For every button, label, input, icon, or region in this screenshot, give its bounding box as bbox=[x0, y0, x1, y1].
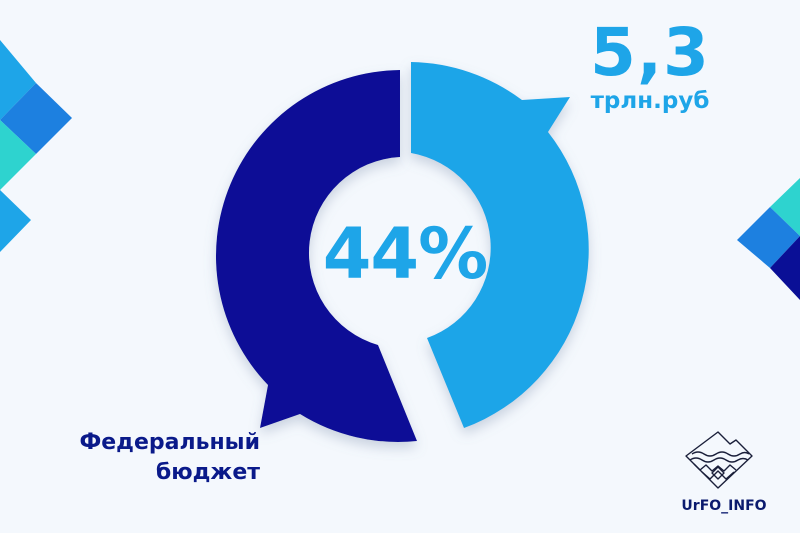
left-triangle-top-icon bbox=[0, 40, 36, 120]
segment-44-percent[interactable] bbox=[411, 62, 589, 428]
legend-line-2: бюджет bbox=[155, 460, 260, 485]
right-teal-icon bbox=[770, 178, 800, 236]
left-triangle-bottom-icon bbox=[0, 190, 31, 252]
legend-line-1: Федеральный bbox=[79, 430, 260, 455]
value-callout: 5,3 трлн.руб bbox=[570, 14, 730, 115]
mountain-waves-diamond-icon bbox=[685, 431, 753, 489]
center-percent: 44% bbox=[322, 213, 489, 295]
right-diamond-icon bbox=[737, 207, 800, 268]
segment-federal-budget[interactable] bbox=[215, 70, 417, 442]
left-teal-icon bbox=[0, 120, 36, 190]
brand-name: UrFO_INFO bbox=[681, 498, 767, 514]
legend-label: Федеральный бюджет bbox=[60, 428, 260, 488]
value-unit: трлн.руб bbox=[590, 88, 710, 114]
left-diamond-icon bbox=[0, 83, 72, 154]
value-amount: 5,3 bbox=[590, 14, 710, 91]
right-navy-icon bbox=[770, 236, 800, 300]
